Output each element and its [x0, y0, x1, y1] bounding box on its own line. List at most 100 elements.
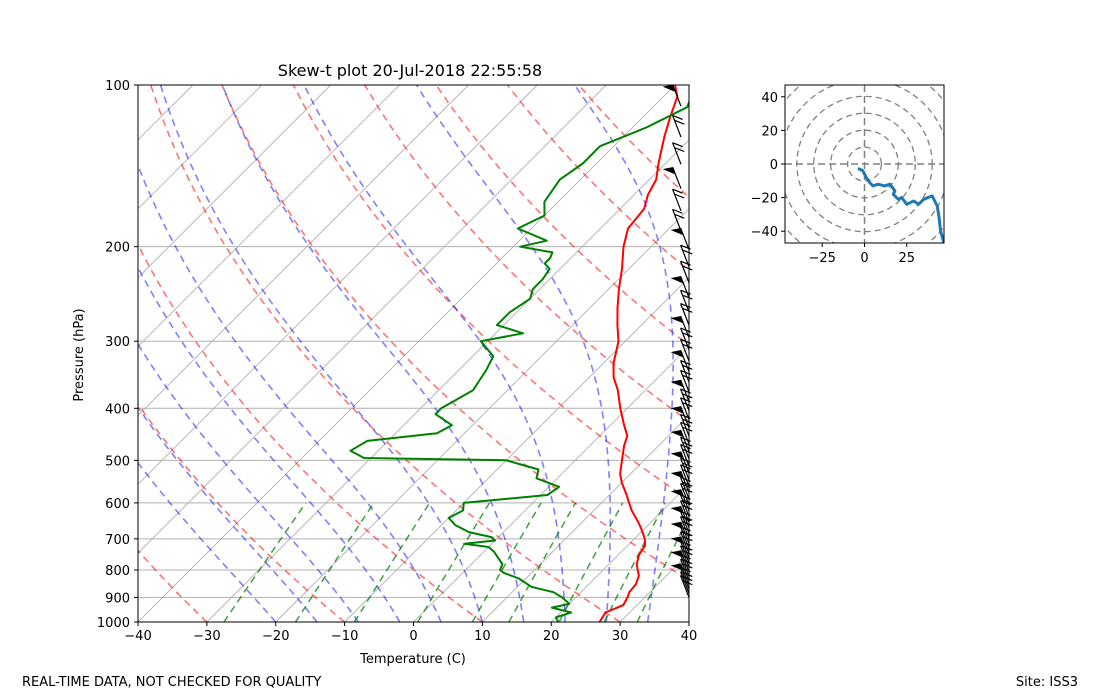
barb-flag	[682, 426, 693, 432]
barb-staff	[680, 457, 690, 481]
x-tick-label: 20	[543, 629, 560, 644]
y-tick-label: 100	[105, 79, 130, 94]
barb-staff	[680, 349, 690, 372]
wind-barb	[680, 443, 693, 467]
mixing-ratio-line	[471, 502, 542, 622]
x-tick-label: −10	[331, 629, 358, 644]
barb-flag	[682, 418, 693, 424]
barb-staff	[672, 166, 682, 189]
hodograph-line	[857, 167, 944, 243]
barb-pennant	[670, 316, 683, 324]
y-tick-label: 500	[105, 454, 130, 469]
barb-staff	[680, 531, 690, 554]
wind-barb	[680, 421, 693, 445]
barb-staff	[680, 575, 690, 598]
wind-barb	[670, 429, 690, 452]
hodo-y-tick-label: −40	[751, 225, 778, 240]
barb-staff	[680, 290, 690, 313]
range-ring	[813, 112, 916, 216]
moist-adiabat	[138, 461, 277, 622]
wind-barb	[680, 464, 693, 487]
barb-staff	[680, 451, 690, 474]
barb-flag	[682, 265, 693, 271]
isotherm	[482, 414, 689, 622]
barb-pennant	[670, 521, 683, 530]
barb-staff	[680, 470, 690, 493]
hodograph: −25 0 25 40 20 0 −20 −40	[751, 84, 945, 266]
barb-staff	[672, 142, 682, 165]
wind-barb	[670, 379, 690, 402]
barb-staff	[680, 567, 690, 590]
barb-staff	[680, 545, 690, 568]
mixing-ratio-line	[223, 502, 307, 622]
x-tick-label: 10	[474, 629, 491, 644]
range-ring	[846, 146, 883, 182]
footer-disclaimer: REAL-TIME DATA, NOT CHECKED FOR QUALITY	[22, 675, 321, 690]
mixing-ratio-line	[508, 502, 577, 622]
moist-adiabat	[221, 85, 525, 622]
isotherm	[688, 621, 689, 622]
isotherm	[275, 208, 689, 622]
barb-staff	[680, 494, 690, 517]
x-tick-label: 30	[612, 629, 629, 644]
barb-flag	[682, 249, 693, 255]
moist-adiabat	[138, 342, 360, 622]
x-tick-label: 0	[409, 629, 417, 644]
hodo-x-tick-label: 0	[860, 251, 868, 266]
isotherm	[138, 85, 676, 622]
x-tick-label: −40	[124, 629, 151, 644]
barb-staff	[680, 429, 690, 452]
wind-barb	[670, 470, 690, 493]
hodo-y-tick-label: −20	[751, 192, 778, 207]
barb-flag	[672, 142, 683, 148]
barb-staff	[680, 464, 690, 487]
hodo-x-tick-label: −25	[808, 251, 835, 266]
barb-staff	[680, 339, 690, 362]
moist-adiabat	[138, 406, 318, 622]
y-axis-label: Pressure (hPa)	[72, 308, 87, 401]
barb-staff	[680, 303, 690, 326]
wind-barb	[662, 84, 682, 107]
barb-staff	[680, 550, 690, 573]
dry-adiabat	[435, 85, 689, 347]
wind-barb	[670, 451, 690, 474]
moist-adiabat	[688, 617, 689, 622]
barb-flag	[674, 146, 685, 153]
barb-pennant	[670, 550, 683, 558]
wind-barb	[680, 369, 693, 393]
skewt-frame	[137, 84, 690, 623]
barb-staff	[680, 500, 690, 523]
barb-staff	[680, 227, 690, 250]
barb-pennant	[662, 167, 675, 175]
barb-pennant	[670, 489, 683, 497]
barb-flag	[682, 469, 693, 475]
wind-barb	[672, 208, 685, 232]
mixing-ratio-line	[417, 502, 491, 622]
barb-staff	[680, 554, 690, 577]
y-tick-label: 700	[105, 533, 130, 548]
wind-barb	[672, 142, 685, 165]
barb-flag	[672, 188, 683, 194]
barb-staff	[672, 84, 682, 107]
barb-staff	[680, 505, 690, 528]
mixing-ratio-line	[636, 515, 689, 622]
skewt-plot: −40 −30 −20 −10 0 10 20 30 40 100 200 300 400 500 600 7…	[72, 61, 697, 667]
barb-pennant	[670, 563, 683, 571]
barb-staff	[680, 571, 690, 594]
barb-staff	[680, 489, 690, 512]
dewpoint-line	[349, 99, 689, 622]
wind-barb	[670, 521, 690, 544]
barb-staff	[672, 188, 682, 212]
barb-staff	[680, 558, 690, 581]
hodograph-axes: −25 0 25 40 20 0 −20 −40	[751, 91, 915, 266]
barb-staff	[680, 260, 690, 283]
mixing-ratio-line	[294, 502, 375, 622]
mixing-ratio-line	[353, 502, 431, 622]
dry-adiabat	[578, 85, 689, 199]
wind-barb	[672, 188, 685, 212]
barb-pennant	[670, 276, 683, 284]
barb-staff	[680, 516, 690, 539]
barb-staff	[680, 444, 690, 467]
barb-flag	[682, 307, 693, 313]
barb-pennant	[670, 350, 683, 358]
